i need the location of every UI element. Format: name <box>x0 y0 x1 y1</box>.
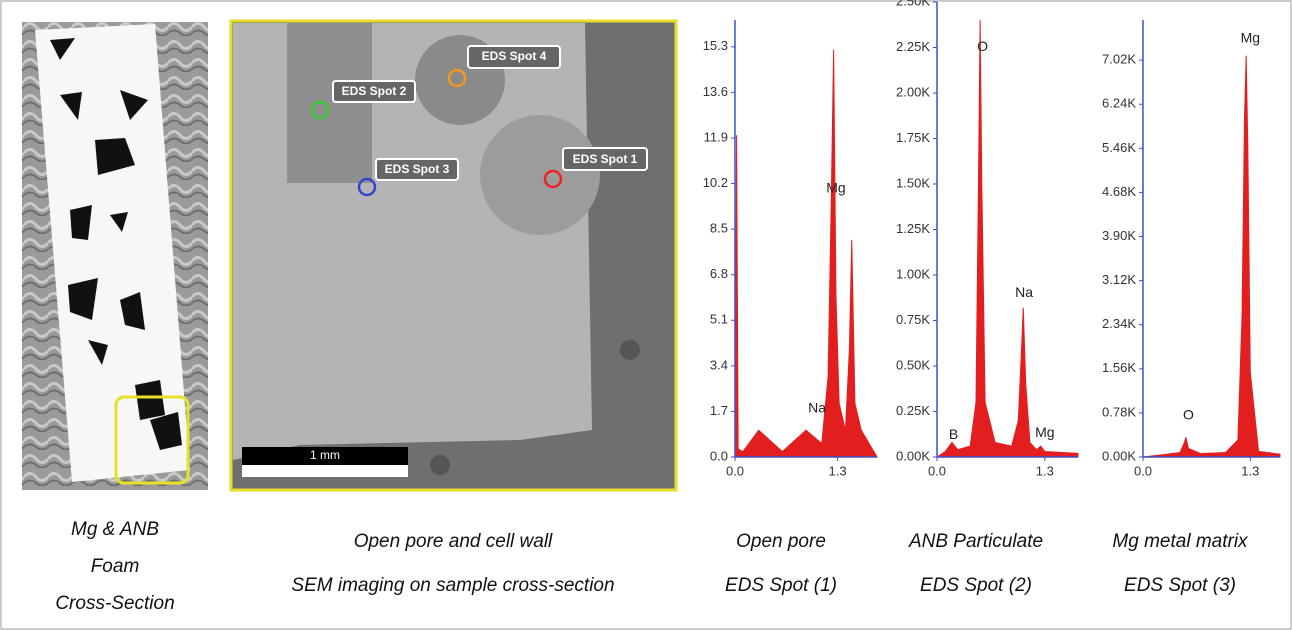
foam-photo <box>22 22 208 490</box>
caption: Open pore <box>736 531 826 552</box>
y-tick-label: 0.0 <box>710 448 728 463</box>
caption: ANB Particulate <box>908 531 1043 552</box>
caption: SEM imaging on sample cross-section <box>291 575 614 596</box>
y-tick-label: 2.50K <box>896 0 930 8</box>
y-tick-label: 0.00K <box>896 448 930 463</box>
x-tick-label: 1.3 <box>1036 463 1054 478</box>
spectrum <box>935 20 1079 458</box>
peak-label: Na <box>808 399 826 415</box>
caption: Cross-Section <box>55 593 174 614</box>
y-tick-label: 10.2 <box>703 175 728 190</box>
x-tick-label: 1.3 <box>829 463 847 478</box>
x-tick-label: 0.0 <box>726 463 744 478</box>
y-tick-label: 0.50K <box>896 357 930 372</box>
x-tick-label: 0.0 <box>928 463 946 478</box>
y-tick-label: 1.00K <box>896 266 930 281</box>
y-tick-label: 8.5 <box>710 221 728 236</box>
y-tick-label: 1.75K <box>896 130 930 145</box>
y-tick-label: 5.46K <box>1102 140 1136 155</box>
y-tick-label: 1.56K <box>1102 360 1136 375</box>
y-tick-label: 1.50K <box>896 175 930 190</box>
y-tick-label: 2.25K <box>896 39 930 54</box>
caption: EDS Spot (1) <box>725 575 837 596</box>
sem-image: EDS Spot 1 EDS Spot 2 EDS Spot 3 EDS Spo… <box>229 19 678 492</box>
y-tick-label: 4.68K <box>1102 184 1136 199</box>
y-tick-label: 2.00K <box>896 84 930 99</box>
y-tick-label: 0.00K <box>1102 448 1136 463</box>
x-tick-label: 0.0 <box>1134 463 1152 478</box>
spectrum <box>734 49 878 458</box>
y-tick-label: 11.9 <box>704 129 728 144</box>
y-tick-label: 3.90K <box>1102 228 1136 243</box>
spot-label: EDS Spot 3 <box>385 162 450 176</box>
y-tick-label: 3.4 <box>710 357 728 372</box>
scale-bar-label: 1 mm <box>310 448 340 462</box>
spot-label: EDS Spot 1 <box>573 152 638 166</box>
spot-label: EDS Spot 2 <box>342 84 407 98</box>
spot-label: EDS Spot 4 <box>482 49 547 63</box>
caption: Mg & ANB <box>71 519 159 540</box>
y-tick-label: 15.3 <box>703 38 728 53</box>
y-tick-label: 3.12K <box>1102 272 1136 287</box>
spectrum <box>1142 55 1281 458</box>
y-tick-label: 0.25K <box>896 403 930 418</box>
peak-label: O <box>977 38 988 54</box>
peak-label: Mg <box>1035 424 1054 440</box>
caption: EDS Spot (2) <box>920 575 1032 596</box>
peak-label: B <box>949 426 958 442</box>
caption: Open pore and cell wall <box>354 531 553 552</box>
y-tick-label: 1.25K <box>896 221 930 236</box>
y-tick-label: 1.7 <box>710 403 728 418</box>
y-tick-label: 0.75K <box>896 312 930 327</box>
peak-label: O <box>1183 406 1194 422</box>
peak-label: Mg <box>1241 29 1260 45</box>
y-tick-label: 0.78K <box>1102 404 1136 419</box>
caption: Foam <box>91 556 140 577</box>
y-tick-label: 13.6 <box>703 84 728 99</box>
caption: EDS Spot (3) <box>1124 575 1236 596</box>
x-tick-label: 1.3 <box>1241 463 1259 478</box>
y-tick-label: 6.8 <box>710 266 728 281</box>
y-tick-label: 6.24K <box>1102 96 1136 111</box>
peak-label: Mg <box>826 180 845 196</box>
y-tick-label: 7.02K <box>1102 52 1136 67</box>
y-tick-label: 5.1 <box>710 312 728 327</box>
y-tick-label: 2.34K <box>1102 316 1136 331</box>
caption: Mg metal matrix <box>1112 531 1249 552</box>
peak-label: Na <box>1015 284 1033 300</box>
